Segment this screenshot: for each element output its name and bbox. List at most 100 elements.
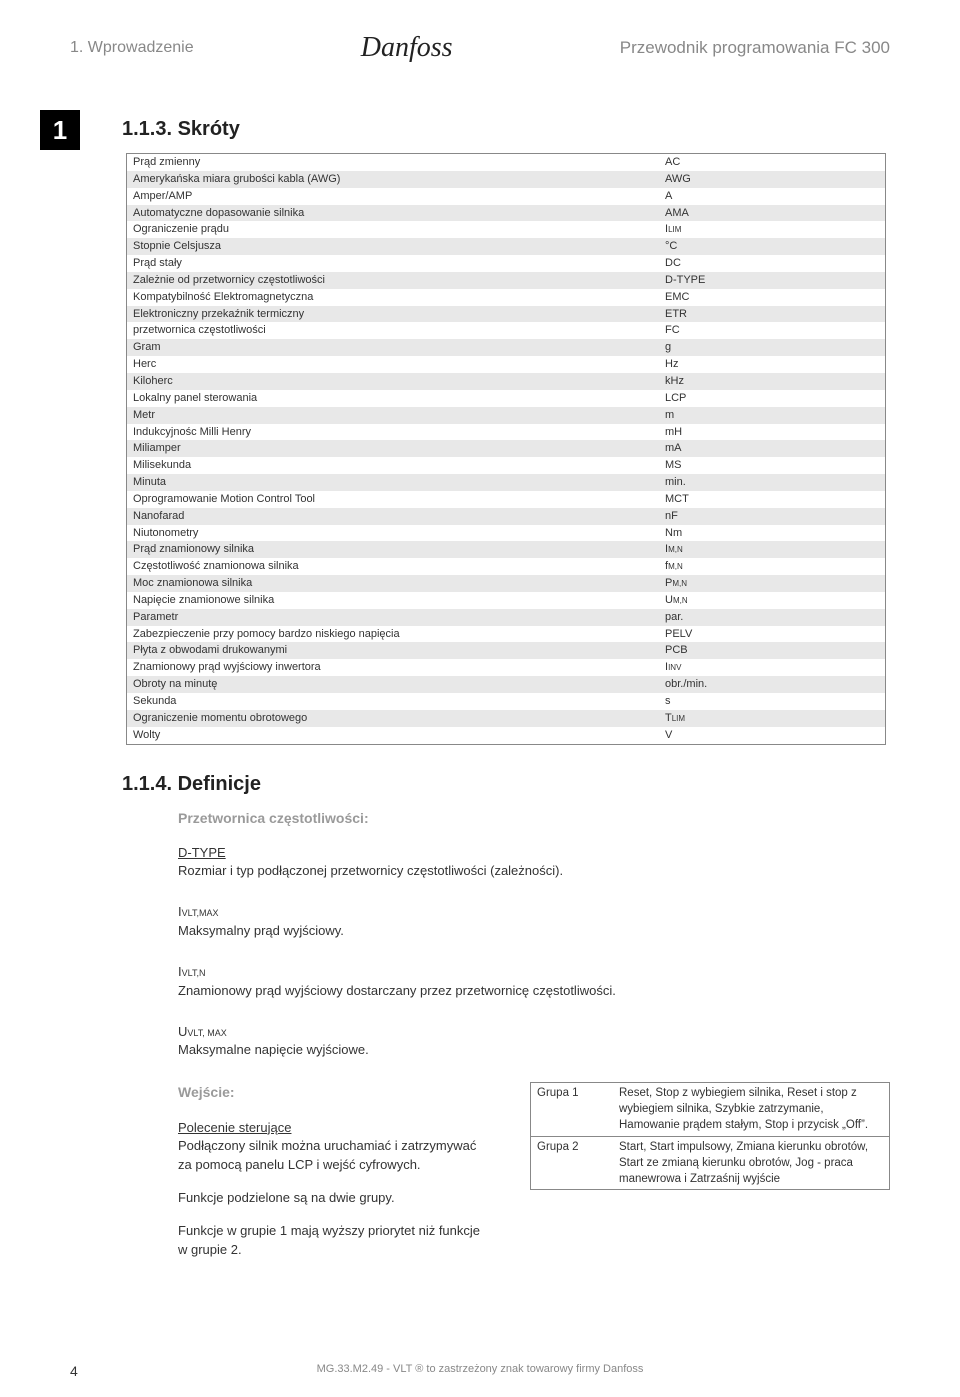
group-name: Grupa 2 xyxy=(531,1136,614,1189)
table-row: Amper/AMPA xyxy=(127,188,886,205)
page-header: 1. Wprowadzenie Danfoss Przewodnik progr… xyxy=(70,28,890,68)
abbrev-value: D-TYPE xyxy=(659,272,886,289)
abbrev-label: Prąd zmienny xyxy=(127,154,660,171)
abbrev-value: EMC xyxy=(659,289,886,306)
abbrev-label: przetwornica częstotliwości xyxy=(127,322,660,339)
abbrev-value: kHz xyxy=(659,373,886,390)
page: 1. Wprowadzenie Danfoss Przewodnik progr… xyxy=(0,0,960,1397)
abbrev-value: AWG xyxy=(659,171,886,188)
page-number: 4 xyxy=(70,1363,78,1379)
definition-block: D-TYPERozmiar i typ podłączonej przetwor… xyxy=(178,844,890,882)
abbrev-label: Moc znamionowa silnika xyxy=(127,575,660,592)
abbrev-value: MS xyxy=(659,457,886,474)
table-row: Lokalny panel sterowaniaLCP xyxy=(127,390,886,407)
abbrev-value: MCT xyxy=(659,491,886,508)
abbrev-label: Zabezpieczenie przy pomocy bardzo niskie… xyxy=(127,626,660,643)
abbrev-label: Automatyczne dopasowanie silnika xyxy=(127,205,660,222)
table-row: Sekundas xyxy=(127,693,886,710)
abbrev-label: Minuta xyxy=(127,474,660,491)
abbrev-value: DC xyxy=(659,255,886,272)
table-row: Ograniczenie momentu obrotowegoTLIM xyxy=(127,710,886,727)
group-text: Start, Start impulsowy, Zmiana kierunku … xyxy=(613,1136,890,1189)
table-row: MiliampermA xyxy=(127,440,886,457)
table-row: Obroty na minutęobr./min. xyxy=(127,676,886,693)
table-row: WoltyV xyxy=(127,727,886,744)
abbrev-value: A xyxy=(659,188,886,205)
table-row: Znamionowy prąd wyjściowy inwertoraIINV xyxy=(127,659,886,676)
table-row: Indukcyjnośc Milli HenrymH xyxy=(127,424,886,441)
abbrev-value: fM,N xyxy=(659,558,886,575)
abbrev-value: s xyxy=(659,693,886,710)
abbrev-value: mA xyxy=(659,440,886,457)
section-title-abbrev: 1.1.3. Skróty xyxy=(122,118,890,141)
abbrev-value: m xyxy=(659,407,886,424)
abbrev-label: Oprogramowanie Motion Control Tool xyxy=(127,491,660,508)
table-row: HercHz xyxy=(127,356,886,373)
table-row: Kompatybilność ElektromagnetycznaEMC xyxy=(127,289,886,306)
definitions-list: D-TYPERozmiar i typ podłączonej przetwor… xyxy=(178,844,890,1061)
left-column: Wejście: Polecenie sterujące Podłączony … xyxy=(178,1082,490,1259)
table-row: Parametrpar. xyxy=(127,609,886,626)
polecenie-label: Polecenie sterujące xyxy=(178,1119,490,1138)
abbrev-value: PELV xyxy=(659,626,886,643)
paragraph: Podłączony silnik można uruchamiać i zat… xyxy=(178,1137,490,1175)
brand-logo: Danfoss xyxy=(361,34,453,62)
header-right: Przewodnik programowania FC 300 xyxy=(620,38,890,58)
abbrev-value: obr./min. xyxy=(659,676,886,693)
table-row: Ograniczenie prąduILIM xyxy=(127,221,886,238)
definition-desc: Znamionowy prąd wyjściowy dostarczany pr… xyxy=(178,982,890,1001)
abbrev-label: Częstotliwość znamionowa silnika xyxy=(127,558,660,575)
group-row: Grupa 2Start, Start impulsowy, Zmiana ki… xyxy=(531,1136,890,1189)
table-row: Napięcie znamionowe silnikaUM,N xyxy=(127,592,886,609)
abbrev-label: Milisekunda xyxy=(127,457,660,474)
table-row: Metrm xyxy=(127,407,886,424)
table-row: Częstotliwość znamionowa silnikafM,N xyxy=(127,558,886,575)
abbrev-label: Indukcyjnośc Milli Henry xyxy=(127,424,660,441)
abbrev-value: IINV xyxy=(659,659,886,676)
group-text: Reset, Stop z wybiegiem silnika, Reset i… xyxy=(613,1083,890,1136)
chapter-number-badge: 1 xyxy=(40,110,80,150)
table-row: Prąd zmiennyAC xyxy=(127,154,886,171)
page-footer: 4 MG.33.M2.49 - VLT ® to zastrzeżony zna… xyxy=(70,1363,890,1375)
abbrev-value: AMA xyxy=(659,205,886,222)
abbrev-label: Gram xyxy=(127,339,660,356)
abbrev-label: Metr xyxy=(127,407,660,424)
abbrev-label: Prąd stały xyxy=(127,255,660,272)
table-row: Prąd stałyDC xyxy=(127,255,886,272)
abbrev-label: Prąd znamionowy silnika xyxy=(127,541,660,558)
table-row: Zależnie od przetwornicy częstotliwościD… xyxy=(127,272,886,289)
table-row: Płyta z obwodami drukowanymiPCB xyxy=(127,642,886,659)
abbrev-label: Miliamper xyxy=(127,440,660,457)
abbrev-label: Napięcie znamionowe silnika xyxy=(127,592,660,609)
abbrev-label: Amerykańska miara grubości kabla (AWG) xyxy=(127,171,660,188)
abbrev-value: PM,N xyxy=(659,575,886,592)
abbrev-value: Hz xyxy=(659,356,886,373)
abbrev-label: Wolty xyxy=(127,727,660,744)
table-row: Minutamin. xyxy=(127,474,886,491)
abbrev-label: Nanofarad xyxy=(127,508,660,525)
abbrev-label: Kiloherc xyxy=(127,373,660,390)
table-row: przetwornica częstotliwościFC xyxy=(127,322,886,339)
defs-subheading: Przetwornica częstotliwości: xyxy=(178,810,890,826)
group-table: Grupa 1Reset, Stop z wybiegiem silnika, … xyxy=(530,1082,890,1190)
abbrev-value: UM,N xyxy=(659,592,886,609)
table-row: Oprogramowanie Motion Control ToolMCT xyxy=(127,491,886,508)
abbrev-value: °C xyxy=(659,238,886,255)
table-row: MilisekundaMS xyxy=(127,457,886,474)
table-row: Zabezpieczenie przy pomocy bardzo niskie… xyxy=(127,626,886,643)
abbrev-value: FC xyxy=(659,322,886,339)
abbrev-value: PCB xyxy=(659,642,886,659)
abbrev-label: Kompatybilność Elektromagnetyczna xyxy=(127,289,660,306)
abbrev-label: Ograniczenie momentu obrotowego xyxy=(127,710,660,727)
footer-text: MG.33.M2.49 - VLT ® to zastrzeżony znak … xyxy=(70,1363,890,1375)
abbrev-value: IM,N xyxy=(659,541,886,558)
right-column: Grupa 1Reset, Stop z wybiegiem silnika, … xyxy=(530,1082,890,1259)
abbrev-label: Obroty na minutę xyxy=(127,676,660,693)
abbrev-value: g xyxy=(659,339,886,356)
table-row: Elektroniczny przekaźnik termicznyETR xyxy=(127,306,886,323)
table-row: Moc znamionowa silnikaPM,N xyxy=(127,575,886,592)
table-row: Gramg xyxy=(127,339,886,356)
definition-term: IVLT,MAX xyxy=(178,903,890,922)
abbrev-value: V xyxy=(659,727,886,744)
abbrev-label: Niutonometry xyxy=(127,525,660,542)
